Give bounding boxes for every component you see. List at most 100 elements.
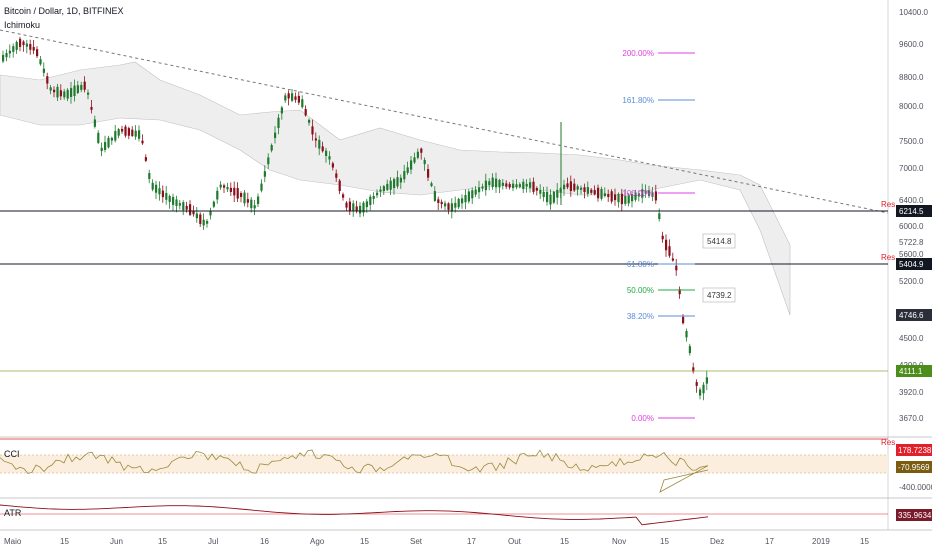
res-label: Res — [881, 200, 895, 209]
candle-body — [590, 189, 593, 193]
candle-body — [369, 196, 372, 205]
candle-body — [501, 182, 504, 186]
candle-body — [542, 191, 545, 198]
price-tick-label: 8800.0 — [899, 73, 924, 82]
candle-body — [280, 107, 283, 114]
candle-body — [127, 128, 130, 136]
candle-body — [311, 126, 314, 135]
fib-level-label: 0.00% — [631, 414, 654, 423]
candle-body — [22, 41, 25, 46]
candle-body — [240, 193, 243, 197]
candle-body — [464, 195, 467, 203]
candle-body — [117, 129, 120, 136]
candle-body — [182, 202, 185, 211]
candle-body — [372, 195, 375, 199]
candle-body — [233, 187, 236, 196]
price-callout-text: 4739.2 — [707, 291, 732, 300]
candle-body — [236, 188, 239, 199]
candle-body — [25, 43, 28, 47]
candle-body — [654, 191, 657, 201]
price-callout[interactable] — [702, 287, 736, 303]
candle-body — [661, 235, 664, 240]
drawing-layer[interactable]: 200.00% 161.80% 100.00% 61.80% 50.00% 38.20% 0… — [0, 29, 889, 423]
candle-body — [175, 199, 178, 206]
cci-label[interactable]: CCI — [4, 449, 20, 459]
candle-body — [144, 157, 147, 161]
price-tick-label: 7000.0 — [899, 164, 924, 173]
symbol-title[interactable]: Bitcoin / Dollar, 1D, BITFINEX — [4, 6, 124, 16]
candle-body — [46, 76, 49, 84]
candle-body — [73, 85, 76, 96]
candle-body — [597, 187, 600, 199]
candle-body — [29, 44, 32, 50]
candle-body — [393, 179, 396, 188]
indicator-panes — [0, 438, 888, 526]
price-callout[interactable] — [702, 233, 736, 249]
candle-body — [80, 84, 83, 90]
candle-body — [219, 184, 222, 188]
candle-body — [202, 219, 205, 226]
candle-body — [467, 191, 470, 202]
fib-level-label: 200.00% — [622, 49, 654, 58]
candle-body — [362, 202, 365, 213]
candle-body — [246, 199, 249, 203]
candle-body — [675, 265, 678, 271]
candle-body — [508, 183, 511, 188]
candle-body — [263, 171, 266, 177]
candle-body — [389, 180, 392, 190]
time-tick-label: Jul — [208, 537, 218, 546]
time-tick-label: Out — [508, 537, 522, 546]
candle-body — [121, 128, 124, 132]
candle-body — [226, 187, 229, 190]
candle-body — [168, 195, 171, 202]
candle-body — [607, 194, 610, 198]
candle-body — [641, 189, 644, 198]
res-label: Res — [881, 438, 895, 447]
candle-body — [155, 184, 158, 193]
candle-body — [403, 171, 406, 180]
price-tag — [896, 309, 932, 321]
candle-body — [104, 142, 107, 150]
atr-label[interactable]: ATR — [4, 508, 22, 518]
cci-tag-text: -70.9569 — [898, 463, 930, 472]
fib-level-label: 161.80% — [622, 96, 654, 105]
time-tick-label: 15 — [360, 537, 369, 546]
candle-body — [382, 186, 385, 192]
candle-body — [522, 181, 525, 190]
trendline[interactable] — [0, 29, 889, 214]
price-tag-text: 6214.5 — [899, 207, 924, 216]
price-tick-label: 8000.0 — [899, 102, 924, 111]
candle-body — [12, 46, 15, 52]
candle-body — [257, 196, 260, 205]
candle-body — [658, 213, 661, 220]
candle-body — [141, 140, 144, 144]
candle-body — [138, 130, 141, 139]
candle-body — [53, 89, 56, 93]
candle-body — [699, 389, 702, 396]
price-axis[interactable]: 10400.0 9600.0 8800.0 8000.0 7500.0 7000.0 640… — [881, 8, 932, 521]
time-tick-label: 15 — [560, 537, 569, 546]
candle-body — [284, 95, 287, 101]
candle-body — [610, 191, 613, 202]
candle-body — [552, 191, 555, 203]
res-label: Res — [881, 253, 895, 262]
candle-body — [644, 190, 647, 194]
price-tag-text: 4111.1 — [899, 367, 923, 376]
candle-body — [450, 203, 453, 212]
ichimoku-cloud — [0, 61, 791, 316]
price-tick-label: 9600.0 — [899, 40, 924, 49]
ichimoku-label[interactable]: Ichimoku — [4, 20, 41, 30]
candle-body — [267, 157, 270, 165]
candle-body — [297, 95, 300, 103]
candle-body — [566, 183, 569, 188]
time-axis[interactable]: Maio 15 Jun 15 Jul 16 Ago 15 Set 17 Out 15 Nov 15 Dez 1… — [4, 537, 869, 546]
candle-body — [573, 183, 576, 191]
candle-body — [478, 187, 481, 193]
candle-body — [563, 184, 566, 190]
candle-body — [620, 193, 623, 205]
price-tag-text: 5404.9 — [899, 260, 924, 269]
candle-body — [627, 194, 630, 204]
candle-body — [189, 204, 192, 215]
price-tick-label: 3670.0 — [899, 414, 924, 423]
